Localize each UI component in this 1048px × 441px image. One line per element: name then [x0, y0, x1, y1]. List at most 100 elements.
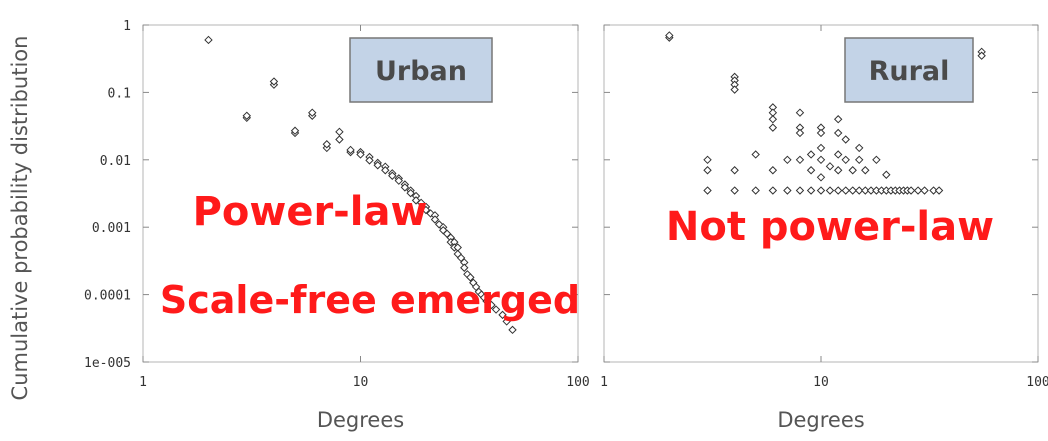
data-point: [456, 253, 466, 263]
x-tick-label: 10: [813, 375, 829, 390]
data-point: [833, 150, 843, 159]
data-point: [841, 155, 850, 165]
data-point: [381, 166, 390, 175]
region-label-box-left: [349, 37, 493, 103]
data-point: [365, 156, 374, 165]
region-label-box-right: [844, 37, 974, 103]
data-point: [977, 51, 986, 60]
data-point: [882, 170, 891, 179]
data-point: [841, 186, 850, 195]
data-point: [833, 128, 843, 138]
x-axis-label: Degrees: [317, 408, 404, 432]
data-point: [768, 123, 778, 132]
y-axis-label: Cumulative probability distribution: [8, 35, 32, 401]
region-label-right: Rural: [869, 56, 950, 87]
x-axis-label: Degrees: [777, 408, 864, 432]
data-point: [394, 176, 404, 185]
data-point: [703, 186, 712, 195]
y-tick-label: 1e-005: [84, 356, 131, 371]
data-point: [460, 263, 469, 272]
x-tick-label: 100: [566, 375, 589, 390]
data-point: [416, 198, 426, 208]
data-point: [430, 215, 440, 224]
data-point: [730, 166, 739, 175]
y-tick-label: 0.01: [100, 154, 131, 169]
data-point: [482, 296, 491, 306]
data-point: [861, 186, 870, 195]
x-tick-label: 1: [139, 375, 147, 390]
y-axis-label-container: Cumulative probability distribution: [0, 0, 40, 437]
data-point: [308, 108, 317, 117]
x-tick-label: 1: [600, 375, 608, 390]
data-point: [502, 317, 511, 326]
data-point: [913, 186, 923, 195]
data-point: [806, 166, 816, 175]
data-point: [508, 325, 517, 335]
data-point: [768, 115, 778, 124]
data-point: [406, 188, 415, 198]
annotation-text: Scale-free emerged: [160, 278, 580, 322]
data-point: [795, 128, 805, 138]
data-point: [825, 162, 835, 171]
y-tick-label: 0.001: [92, 221, 131, 236]
data-point: [491, 305, 501, 314]
data-point: [242, 111, 251, 120]
data-point: [806, 186, 816, 195]
data-point: [768, 186, 778, 195]
data-point: [806, 150, 816, 159]
x-tick-label: 10: [353, 375, 369, 390]
data-point: [466, 273, 475, 282]
data-point: [783, 155, 792, 165]
y-tick-label: 1: [123, 19, 131, 34]
data-point: [356, 150, 365, 159]
data-point: [816, 128, 826, 138]
data-point: [751, 150, 760, 159]
data-point: [373, 161, 382, 170]
data-point: [400, 183, 410, 192]
region-label-left: Urban: [375, 56, 467, 87]
data-point: [833, 115, 843, 124]
data-point: [703, 155, 712, 165]
data-point: [833, 186, 843, 195]
data-point: [816, 155, 826, 165]
data-point: [866, 186, 876, 195]
data-point: [269, 77, 279, 86]
data-point: [703, 166, 712, 175]
data-point: [795, 186, 805, 195]
annotation-text: Power-law: [193, 189, 428, 235]
data-point: [848, 186, 857, 195]
annotation-text: Not power-law: [666, 204, 994, 250]
data-point: [730, 186, 739, 195]
data-point: [204, 35, 213, 45]
data-point: [783, 186, 792, 195]
data-point: [848, 166, 857, 175]
data-point: [335, 127, 344, 137]
data-point: [816, 143, 826, 153]
data-point: [751, 186, 760, 195]
data-point: [841, 135, 850, 144]
data-point: [855, 186, 864, 195]
data-point: [290, 126, 300, 135]
data-point: [816, 173, 826, 182]
data-point: [872, 155, 881, 165]
data-point: [322, 140, 332, 149]
data-point: [421, 205, 431, 215]
data-point: [855, 143, 864, 153]
data-point: [920, 186, 929, 195]
data-point: [768, 166, 778, 175]
data-point: [487, 300, 496, 310]
data-point: [795, 155, 805, 165]
data-point: [861, 166, 870, 175]
data-point: [855, 155, 864, 165]
data-point: [929, 186, 938, 195]
y-tick-label: 0.1: [108, 86, 131, 101]
y-tick-label: 0.0001: [84, 289, 131, 304]
data-point: [833, 166, 843, 175]
x-tick-label: 100: [1026, 375, 1048, 390]
data-point: [825, 186, 835, 195]
data-point: [665, 31, 674, 40]
data-point: [730, 85, 739, 94]
data-point: [346, 145, 355, 155]
